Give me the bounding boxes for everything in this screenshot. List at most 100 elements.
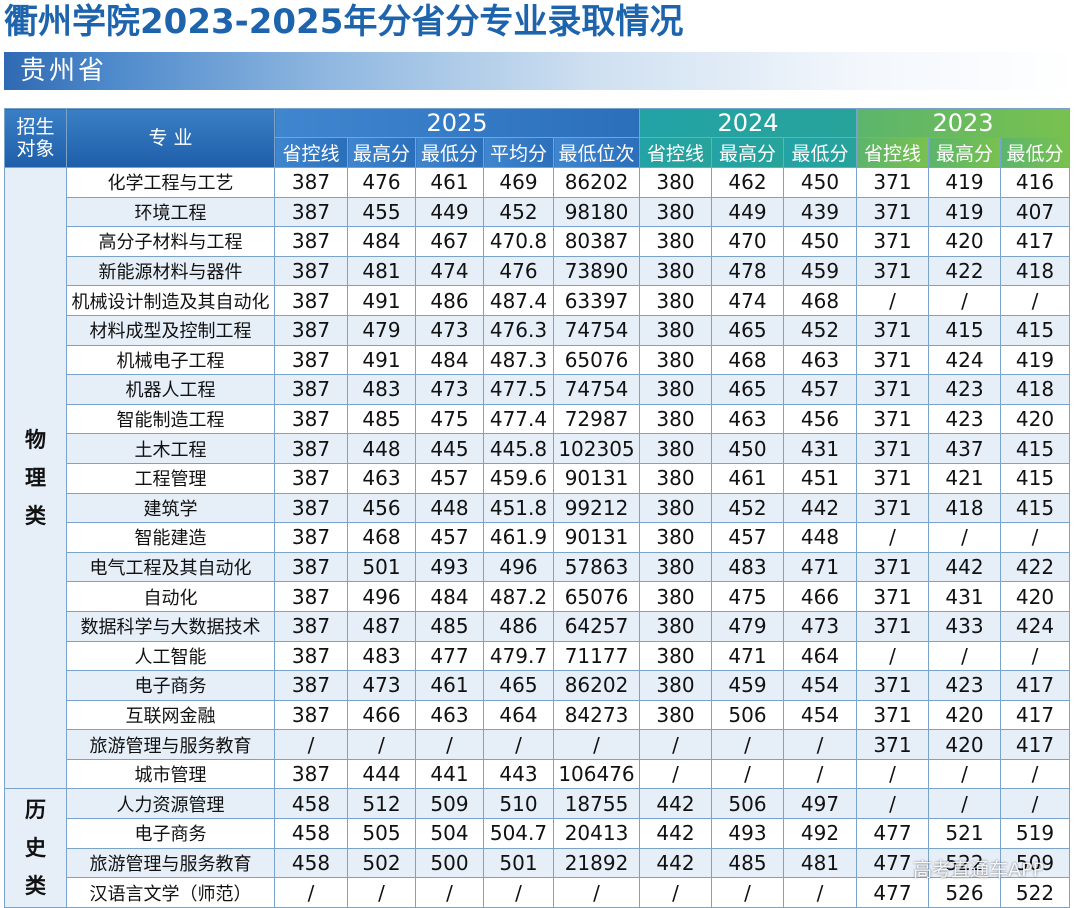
score-cell: 419 — [928, 167, 1001, 198]
score-cell: 461 — [415, 167, 484, 198]
major-name-cell: 人工智能 — [66, 640, 275, 672]
table-row: 环境工程 387 455 449 452 98180 380 449 439 371 419 407 — [5, 196, 1070, 228]
table-row: 城市管理 387 444 441 443 106476// / / / / — [5, 758, 1070, 790]
score-cell: 417 — [1000, 729, 1070, 760]
score-cell: 84273 — [553, 699, 640, 731]
score-cell: 424 — [1000, 610, 1070, 642]
score-cell: / — [783, 729, 857, 760]
score-cell: 448 — [783, 522, 857, 553]
score-cell: / — [483, 877, 554, 908]
score-cell: 433 — [928, 610, 1001, 642]
category-label: 历史类 — [25, 798, 46, 899]
score-cell: 418 — [1000, 374, 1070, 405]
major-name-cell: 高分子材料与工程 — [66, 226, 275, 257]
table-row: 新能源材料与器件 387 481 474 476 73890 380 478 459 371 422… — [5, 255, 1070, 287]
score-cell: 477 — [856, 847, 929, 879]
score-cell: 483 — [347, 640, 416, 672]
score-cell: 478 — [711, 255, 784, 287]
header-2024-min-score: 最低分 — [783, 137, 857, 168]
score-cell: 491 — [347, 344, 416, 376]
score-cell: 449 — [415, 196, 484, 228]
score-cell: 500 — [415, 847, 484, 879]
header-2025-max-score: 最高分 — [347, 137, 416, 168]
header-2024-control-line: 省控线 — [639, 137, 712, 168]
score-cell: 387 — [274, 699, 348, 731]
score-cell: 448 — [347, 433, 416, 464]
table-row: 旅游管理与服务教育 / / / / / / //371 420 417 — [5, 729, 1070, 760]
score-cell: 420 — [1000, 581, 1070, 612]
score-cell: 459 — [711, 670, 784, 701]
score-cell: 487.2 — [483, 581, 554, 612]
admission-table: 招生对象 专 业 2025 2024 2023 省控线 最高分 最低分 平均分 … — [4, 108, 1070, 908]
score-cell: / — [928, 788, 1001, 820]
score-cell: 476 — [347, 167, 416, 198]
score-cell: 445.8 — [483, 433, 554, 464]
score-cell: 380 — [639, 403, 712, 435]
score-cell: 473 — [347, 670, 416, 701]
category-label: 物理类 — [25, 428, 46, 529]
watermark: 高考直通车APP — [913, 859, 1044, 881]
score-cell: 57863 — [553, 551, 640, 583]
score-cell: 468 — [783, 285, 857, 316]
table-row: 电子商务 387 473 461 465 86202 380 459 454 371 423 417 — [5, 670, 1070, 701]
header-2024-max-score: 最高分 — [711, 137, 784, 168]
score-cell: 415 — [1000, 314, 1070, 346]
score-cell: 452 — [483, 196, 554, 228]
score-cell: / — [553, 729, 640, 760]
score-cell: 486 — [415, 285, 484, 316]
score-cell: 74754 — [553, 374, 640, 405]
score-cell: 371 — [856, 403, 929, 435]
header-year-2025: 2025 — [274, 108, 640, 138]
score-cell: 475 — [711, 581, 784, 612]
score-cell: 468 — [711, 344, 784, 376]
score-cell: 380 — [639, 551, 712, 583]
score-cell: 371 — [856, 374, 929, 405]
score-cell: 442 — [639, 818, 712, 849]
score-cell: 456 — [347, 492, 416, 524]
score-cell: / — [639, 729, 712, 760]
score-cell: 71177 — [553, 640, 640, 672]
score-cell: 457 — [783, 374, 857, 405]
score-cell: 65076 — [553, 581, 640, 612]
header-2023-max-score: 最高分 — [928, 137, 1001, 168]
score-cell: 509 — [415, 788, 484, 820]
score-cell: / — [856, 640, 929, 672]
score-cell: 380 — [639, 196, 712, 228]
score-cell: 423 — [928, 670, 1001, 701]
score-cell: / — [1000, 522, 1070, 553]
score-cell: 387 — [274, 462, 348, 494]
province-banner: 贵州省 — [4, 52, 1076, 90]
major-name-cell: 材料成型及控制工程 — [66, 314, 275, 346]
score-cell: 491 — [347, 285, 416, 316]
score-cell: 63397 — [553, 285, 640, 316]
score-cell: 493 — [415, 551, 484, 583]
score-cell: 380 — [639, 492, 712, 524]
score-cell: 422 — [928, 255, 1001, 287]
score-cell: / — [783, 758, 857, 790]
score-cell: 477.4 — [483, 403, 554, 435]
score-cell: 454 — [783, 699, 857, 731]
score-cell: 483 — [347, 374, 416, 405]
score-cell: 420 — [928, 226, 1001, 257]
score-cell: 380 — [639, 285, 712, 316]
score-cell: 504.7 — [483, 818, 554, 849]
score-cell: 484 — [415, 344, 484, 376]
score-cell: 506 — [711, 788, 784, 820]
major-name-cell: 自动化 — [66, 581, 275, 612]
score-cell: 18755 — [553, 788, 640, 820]
table-row: 自动化 387 496 484 487.2 65076 380 475 466 371 431 420 — [5, 581, 1070, 612]
score-cell: 445 — [415, 433, 484, 464]
page-title: 衢州学院2023-2025年分省分专业录取情况 — [4, 2, 684, 42]
score-cell: 380 — [639, 610, 712, 642]
score-cell: 387 — [274, 255, 348, 287]
score-cell: 416 — [1000, 167, 1070, 198]
score-cell: / — [783, 877, 857, 908]
category-cell: 物理类 — [4, 166, 67, 790]
score-cell: 477 — [415, 640, 484, 672]
score-cell: 417 — [1000, 670, 1070, 701]
score-cell: 466 — [347, 699, 416, 731]
score-cell: 407 — [1000, 196, 1070, 228]
score-cell: 65076 — [553, 344, 640, 376]
score-cell: 442 — [639, 788, 712, 820]
score-cell: 477 — [856, 818, 929, 849]
